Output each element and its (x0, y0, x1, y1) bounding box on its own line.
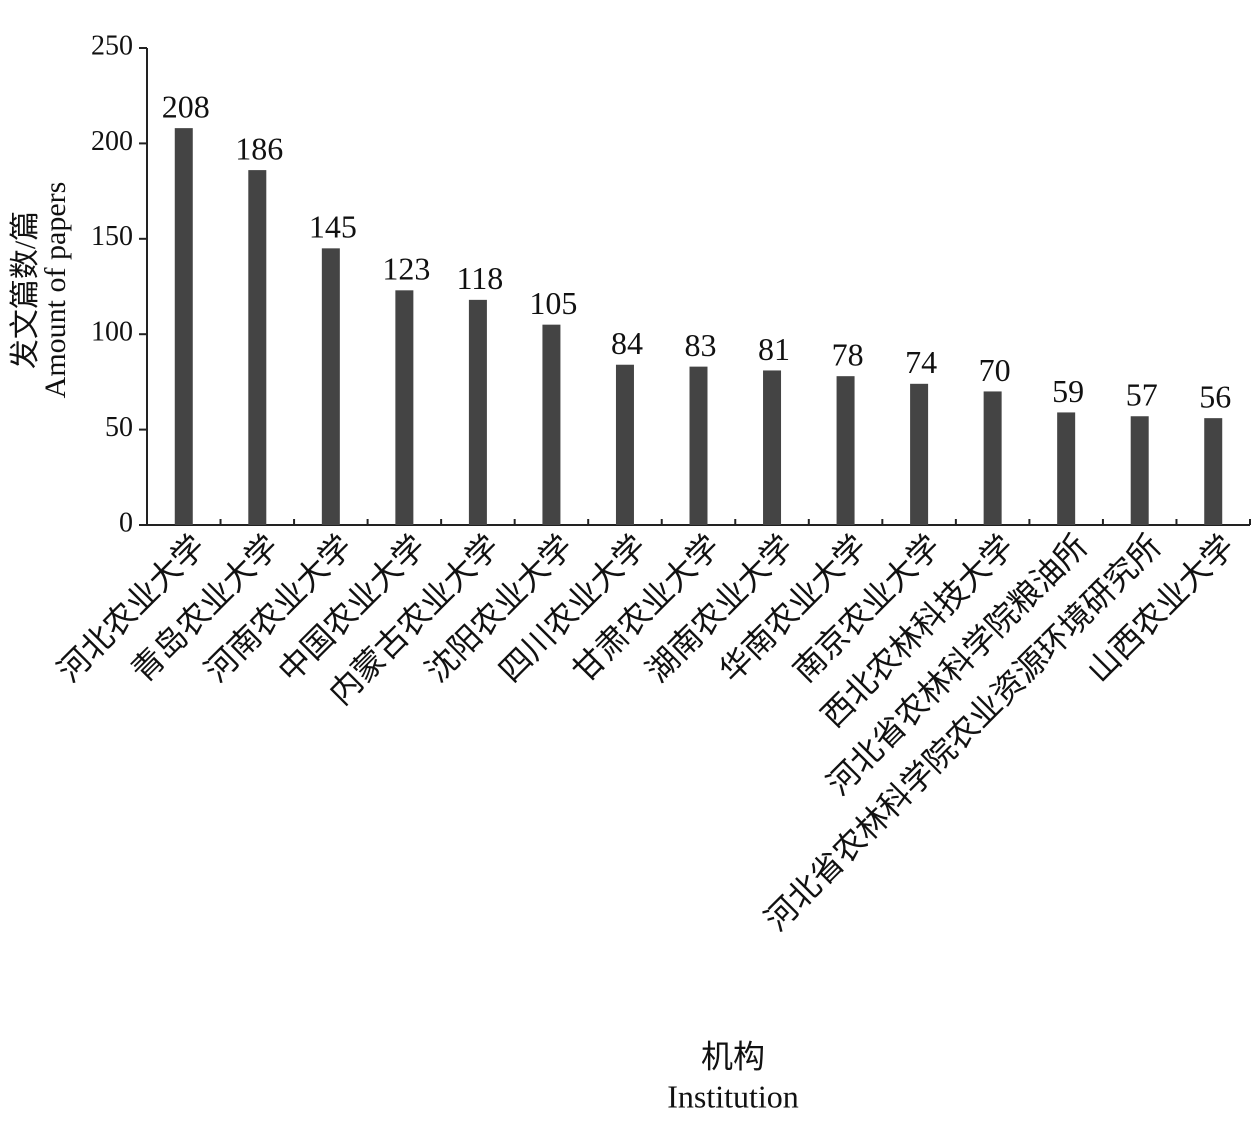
bar (542, 324, 561, 525)
data-label: 186 (235, 130, 283, 166)
bar (395, 290, 414, 525)
data-label: 78 (832, 337, 864, 373)
bar (321, 248, 340, 525)
data-label: 145 (309, 209, 357, 245)
y-tick-label: 0 (119, 507, 133, 538)
bar (836, 376, 855, 525)
bar (910, 383, 929, 525)
data-label: 208 (162, 88, 210, 124)
bar (983, 391, 1002, 525)
y-tick-label: 150 (91, 221, 133, 252)
data-label: 74 (905, 344, 937, 380)
x-axis-label: Institution (667, 1078, 799, 1114)
data-label: 56 (1199, 378, 1231, 414)
bar (1057, 412, 1076, 525)
bar (689, 366, 708, 525)
data-label: 81 (758, 331, 790, 367)
data-label: 118 (456, 260, 503, 296)
y-tick-label: 250 (91, 30, 133, 61)
x-axis-label: 机构 (701, 1038, 765, 1074)
bar (763, 370, 782, 525)
bar (174, 128, 193, 526)
bar (615, 364, 634, 525)
bar (1130, 416, 1149, 525)
bar (468, 299, 487, 525)
data-label: 83 (685, 327, 717, 363)
data-label: 105 (529, 285, 577, 321)
y-tick-label: 200 (91, 126, 133, 157)
y-axis-label: Amount of papers (39, 182, 72, 399)
y-axis-label: 发文篇数/篇 (9, 211, 42, 369)
data-label: 123 (382, 251, 430, 287)
y-tick-label: 100 (91, 317, 133, 348)
data-label: 84 (611, 325, 643, 361)
bar (248, 170, 267, 525)
y-tick-label: 50 (105, 412, 133, 443)
data-label: 57 (1126, 377, 1158, 413)
data-label: 70 (979, 352, 1011, 388)
bar (1204, 418, 1223, 525)
data-label: 59 (1052, 373, 1084, 409)
